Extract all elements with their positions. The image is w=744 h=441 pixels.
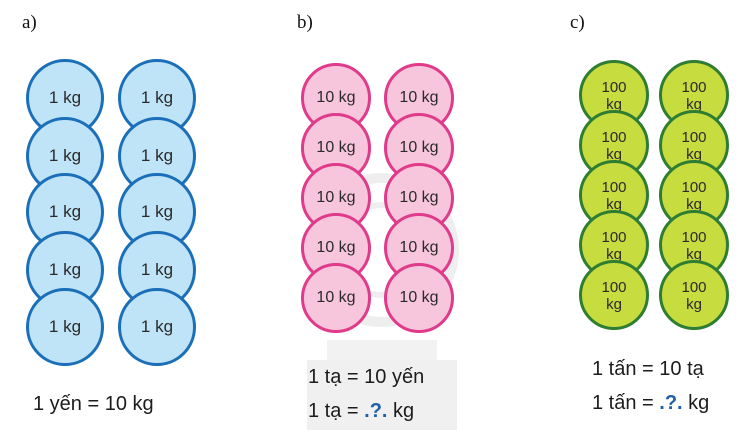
unknown-value: .?. [659,392,683,414]
weight-1kg: 1 kg [118,288,196,366]
panel-b-caption-line2: 1 tạ = .?. kg [308,400,415,422]
panel-a-label: a) [22,12,37,33]
panel-b-caption-line1: 1 tạ = 10 yến [308,366,425,388]
weight-10kg: 10 kg [301,263,371,333]
panel-a-caption: 1 yến = 10 kg [33,393,154,415]
weight-10kg: 10 kg [384,263,454,333]
panel-b-label: b) [297,12,313,33]
weight-1kg: 1 kg [26,288,104,366]
panel-c-caption-line2: 1 tấn = .?. kg [592,392,710,414]
weight-100kg: 100 kg [659,260,729,330]
unknown-value: .?. [364,400,388,422]
weight-1kg: 1 kg [118,59,196,137]
weight-100kg: 100 kg [579,260,649,330]
panel-c-caption-line1: 1 tấn = 10 tạ [592,358,704,380]
panel-c-label: c) [570,12,585,33]
